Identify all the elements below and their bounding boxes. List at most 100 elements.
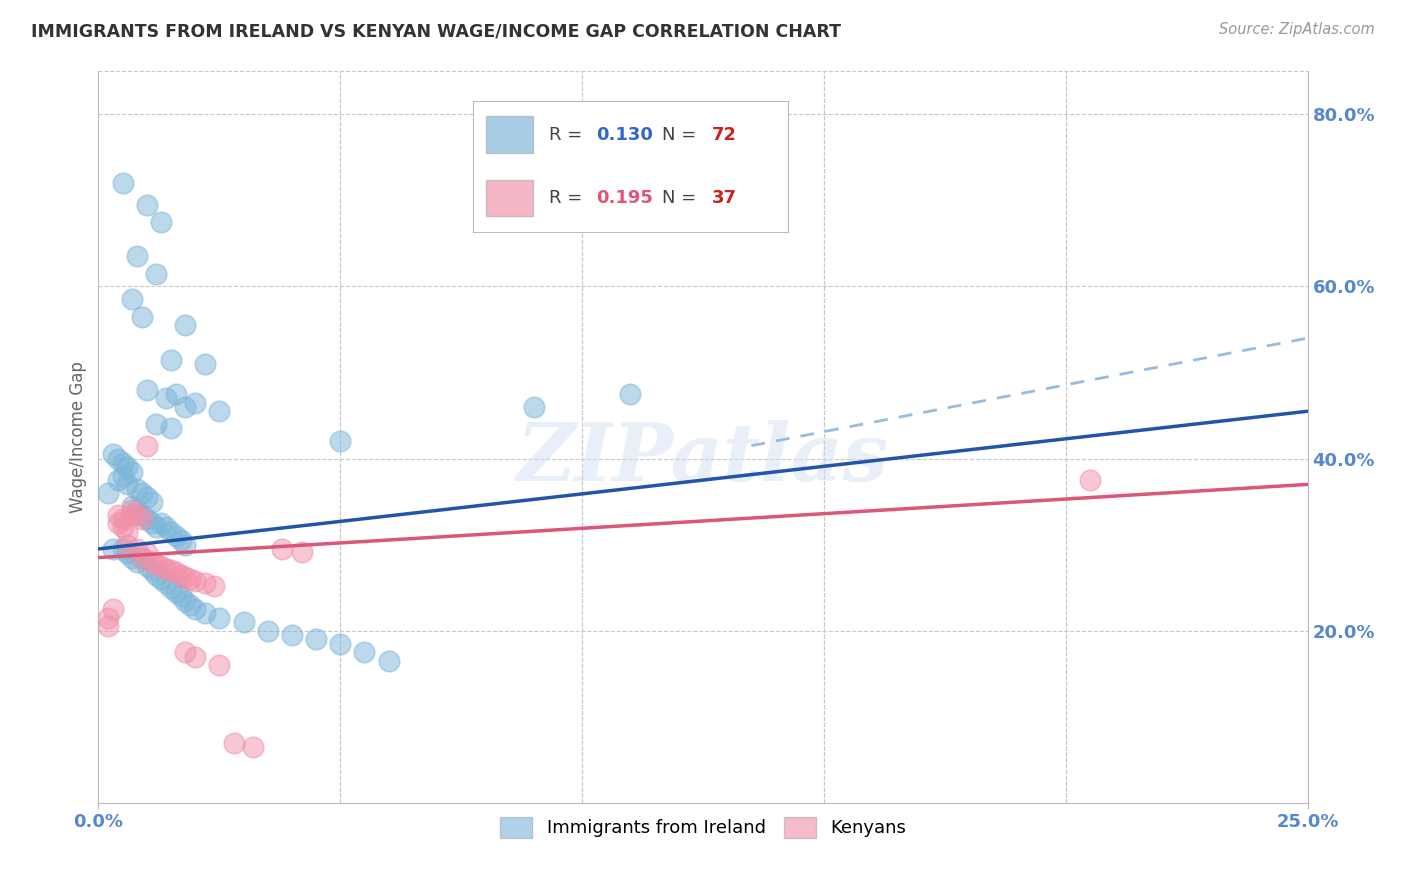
Point xyxy=(131,512,153,526)
Y-axis label: Wage/Income Gap: Wage/Income Gap xyxy=(69,361,87,513)
Point xyxy=(141,494,163,508)
Point xyxy=(111,176,134,190)
Point xyxy=(271,541,294,556)
Point xyxy=(194,357,217,371)
Point xyxy=(121,508,143,522)
Point xyxy=(127,541,149,556)
Point xyxy=(145,520,167,534)
Point xyxy=(117,524,139,539)
Point xyxy=(329,434,352,449)
Point xyxy=(155,392,177,406)
Point xyxy=(150,572,173,586)
Point xyxy=(145,267,167,281)
Point xyxy=(194,576,217,591)
Point xyxy=(256,624,278,638)
Point xyxy=(127,249,149,263)
Point xyxy=(150,559,173,574)
Point xyxy=(131,508,153,522)
Point xyxy=(101,447,124,461)
Legend: Immigrants from Ireland, Kenyans: Immigrants from Ireland, Kenyans xyxy=(492,810,914,845)
Point xyxy=(222,735,245,749)
Point xyxy=(131,550,153,565)
Point xyxy=(150,215,173,229)
Point xyxy=(101,541,124,556)
Point xyxy=(160,524,183,539)
Point xyxy=(135,546,157,560)
Point xyxy=(111,541,134,556)
Point xyxy=(117,460,139,475)
Point xyxy=(145,567,167,582)
Point xyxy=(121,499,143,513)
Point xyxy=(155,562,177,576)
Point xyxy=(165,585,187,599)
Point xyxy=(165,565,187,579)
Point xyxy=(160,581,183,595)
Point xyxy=(174,570,197,584)
Point xyxy=(145,417,167,432)
Point xyxy=(135,383,157,397)
Point xyxy=(101,602,124,616)
Point xyxy=(107,508,129,522)
Point xyxy=(141,564,163,578)
Point xyxy=(169,533,191,548)
Point xyxy=(111,520,134,534)
Point xyxy=(305,632,328,647)
Point xyxy=(184,574,207,588)
Point xyxy=(121,503,143,517)
Point xyxy=(204,579,226,593)
Point xyxy=(184,602,207,616)
Point xyxy=(1078,473,1101,487)
Point xyxy=(377,654,399,668)
Point xyxy=(107,473,129,487)
Text: ZIPatlas: ZIPatlas xyxy=(517,420,889,498)
Point xyxy=(174,645,197,659)
Point xyxy=(281,628,304,642)
Point xyxy=(155,576,177,591)
Point xyxy=(160,421,183,435)
Point xyxy=(111,468,134,483)
Point xyxy=(150,516,173,530)
Point xyxy=(117,477,139,491)
Point xyxy=(208,658,231,673)
Point xyxy=(141,555,163,569)
Point xyxy=(97,611,120,625)
Point xyxy=(127,482,149,496)
Point xyxy=(194,607,217,621)
Text: IMMIGRANTS FROM IRELAND VS KENYAN WAGE/INCOME GAP CORRELATION CHART: IMMIGRANTS FROM IRELAND VS KENYAN WAGE/I… xyxy=(31,22,841,40)
Point xyxy=(155,520,177,534)
Point xyxy=(121,465,143,479)
Point xyxy=(619,387,641,401)
Point xyxy=(141,516,163,530)
Point xyxy=(174,538,197,552)
Point xyxy=(97,486,120,500)
Point xyxy=(184,395,207,409)
Point xyxy=(174,593,197,607)
Point xyxy=(111,456,134,470)
Point xyxy=(179,598,201,612)
Point xyxy=(131,486,153,500)
Point xyxy=(107,516,129,530)
Point xyxy=(117,546,139,560)
Point xyxy=(165,529,187,543)
Point xyxy=(242,739,264,754)
Point xyxy=(127,555,149,569)
Point xyxy=(160,352,183,367)
Point xyxy=(523,400,546,414)
Point xyxy=(107,451,129,466)
Point xyxy=(353,645,375,659)
Point xyxy=(135,559,157,574)
Point xyxy=(174,400,197,414)
Point xyxy=(121,293,143,307)
Point xyxy=(131,310,153,324)
Point xyxy=(160,564,183,578)
Text: Source: ZipAtlas.com: Source: ZipAtlas.com xyxy=(1219,22,1375,37)
Point xyxy=(169,567,191,582)
Point xyxy=(131,550,153,565)
Point xyxy=(232,615,254,629)
Point xyxy=(127,508,149,522)
Point xyxy=(135,439,157,453)
Point xyxy=(165,387,187,401)
Point xyxy=(121,550,143,565)
Point xyxy=(127,503,149,517)
Point xyxy=(179,572,201,586)
